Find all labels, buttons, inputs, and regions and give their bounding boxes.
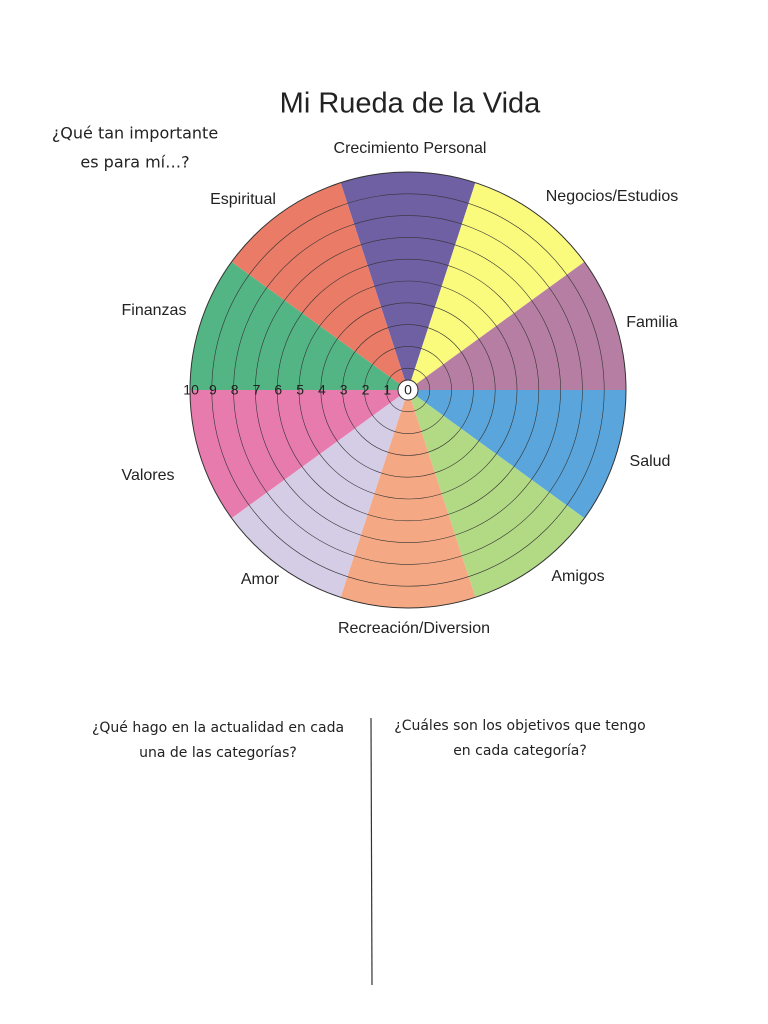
ring — [276, 258, 540, 522]
wheel: Crecimiento Personal Negocios/Estudios Fam… — [121, 140, 678, 637]
segment-label: Espiritual — [210, 191, 276, 208]
scale-label: 10 — [183, 382, 199, 398]
scale-label: 3 — [340, 382, 348, 398]
question-line: ¿Qué hago en la actualidad en cada — [92, 720, 344, 736]
ring — [211, 193, 605, 587]
scale-label: 1 — [383, 382, 391, 398]
question-line: ¿Cuáles son los objetivos que tengo — [394, 718, 645, 734]
segment-label: Negocios/Estudios — [546, 188, 679, 205]
wedge — [408, 390, 585, 598]
segment-label: Amigos — [551, 568, 604, 585]
side-question-line: ¿Qué tan importante — [52, 124, 218, 143]
segment-label: Recreación/Diversion — [338, 620, 490, 637]
ring — [342, 324, 474, 456]
segment-label: Crecimiento Personal — [334, 140, 487, 157]
scale-label: 6 — [274, 382, 282, 398]
scale-label: 9 — [209, 382, 217, 398]
scale-label: 4 — [318, 382, 326, 398]
scale-label: 0 — [404, 382, 412, 398]
scale-label: 7 — [253, 382, 261, 398]
ring — [385, 367, 431, 413]
ring — [233, 215, 583, 565]
ring — [255, 237, 561, 543]
divider — [370, 717, 373, 986]
ring — [189, 171, 627, 609]
wedge — [190, 261, 408, 390]
wedge — [408, 390, 626, 519]
segment-label: Salud — [630, 453, 671, 470]
scale-label: 2 — [362, 382, 370, 398]
scale-label: 8 — [231, 382, 239, 398]
title: Mi Rueda de la Vida — [280, 88, 542, 120]
center-dot — [397, 379, 419, 401]
wedge — [231, 390, 408, 598]
segment-label: Familia — [626, 314, 678, 331]
wedge — [231, 182, 408, 390]
wedge — [408, 261, 626, 390]
segment-label: Amor — [241, 571, 280, 588]
wedge — [408, 182, 585, 390]
ring — [320, 302, 496, 478]
ring — [364, 346, 452, 434]
scale-label: 5 — [296, 382, 304, 398]
question-line: en cada categoría? — [453, 743, 587, 759]
segment-label: Valores — [121, 467, 174, 484]
wedge — [190, 390, 408, 519]
ring — [298, 280, 518, 500]
question-line: una de las categorías? — [139, 745, 297, 761]
segment-label: Finanzas — [122, 302, 187, 319]
side-question-line: es para mí…? — [80, 153, 189, 172]
